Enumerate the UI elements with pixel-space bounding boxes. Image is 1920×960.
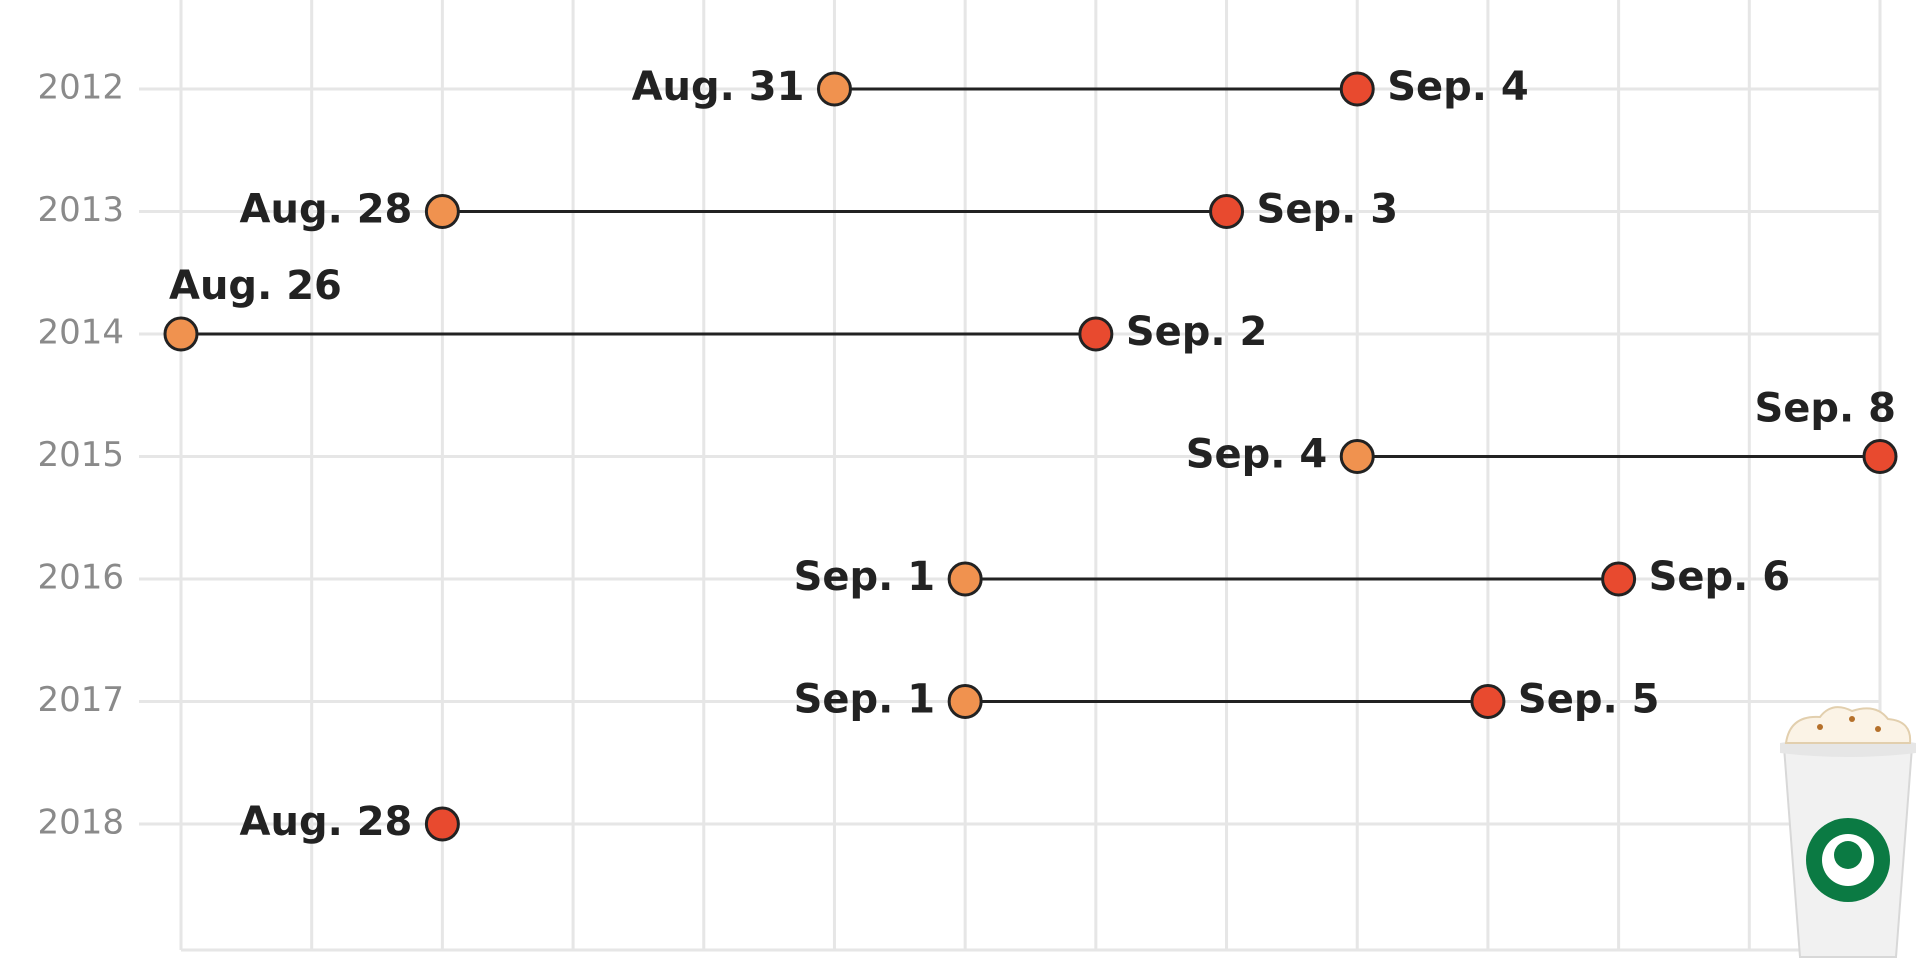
end-dot — [1601, 561, 1637, 597]
year-label: 2017 — [37, 680, 124, 720]
start-label: Sep. 1 — [794, 677, 936, 723]
end-label: Sep. 2 — [1126, 309, 1268, 355]
end-dot — [1078, 316, 1114, 352]
end-label: Sep. 4 — [1387, 64, 1529, 110]
spice — [1817, 724, 1823, 730]
start-dot — [947, 684, 983, 719]
spice — [1875, 726, 1881, 732]
year-label: 2014 — [37, 313, 124, 353]
end-dot — [1470, 684, 1506, 719]
start-label: Aug. 31 — [632, 64, 805, 110]
end-label: Aug. 28 — [240, 799, 413, 845]
year-label: 2018 — [37, 803, 124, 843]
start-label: Aug. 28 — [240, 187, 413, 233]
end-label: Sep. 8 — [1754, 386, 1896, 432]
start-label: Sep. 4 — [1186, 432, 1328, 478]
start-dot — [163, 316, 199, 352]
logo-face — [1834, 841, 1862, 869]
year-label: 2013 — [37, 190, 124, 230]
end-label: Sep. 5 — [1518, 677, 1660, 723]
start-label: Sep. 1 — [794, 554, 936, 600]
marks: Aug. 31 Sep. 4 Aug. 28 Sep. 3 Aug. 26 Sep. 2 S… — [163, 64, 1898, 845]
year-label: 2016 — [37, 558, 124, 598]
cup-illustration — [1780, 706, 1916, 958]
end-label: Sep. 3 — [1257, 187, 1399, 233]
end-dot — [1209, 194, 1245, 229]
start-dot — [816, 71, 852, 107]
year-label: 2012 — [37, 68, 124, 108]
end-dot — [1862, 439, 1898, 474]
start-label: Aug. 26 — [169, 263, 342, 309]
whipped-cream — [1784, 706, 1912, 744]
start-dot — [1339, 439, 1375, 474]
end-label: Sep. 6 — [1649, 554, 1791, 600]
spice — [1849, 716, 1855, 722]
end-dot — [424, 806, 460, 842]
end-dot — [1339, 71, 1375, 107]
start-dot — [424, 194, 460, 229]
year-label: 2015 — [37, 435, 124, 475]
start-dot — [947, 561, 983, 597]
